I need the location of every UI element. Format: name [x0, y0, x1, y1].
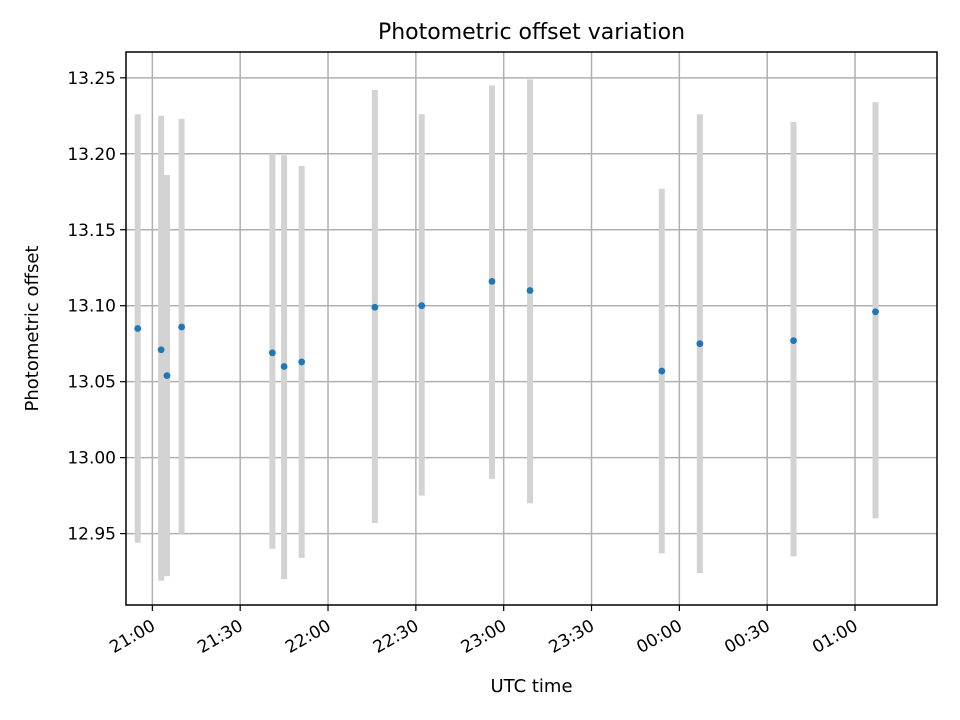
y-tick-label: 12.95 [67, 525, 116, 545]
x-tick-label: 21:30 [194, 616, 246, 658]
x-axis-label: UTC time [490, 676, 572, 697]
data-point [157, 346, 165, 354]
x-tick-label: 22:30 [370, 616, 422, 658]
x-tick-label: 23:30 [546, 616, 598, 658]
y-tick-label: 13.20 [67, 145, 116, 165]
data-point [488, 278, 496, 285]
x-tick-label: 22:00 [282, 616, 334, 658]
x-tick-label: 23:00 [458, 616, 510, 658]
data-point [526, 287, 534, 294]
chart-title: Photometric offset variation [378, 20, 685, 45]
plot-frame [125, 51, 938, 606]
data-points [134, 278, 879, 379]
data-point [418, 302, 426, 310]
y-tick-label: 13.25 [67, 69, 116, 89]
data-point [163, 372, 171, 379]
data-point [268, 349, 276, 357]
y-axis-label: Photometric offset [22, 246, 43, 412]
data-point [298, 358, 306, 366]
data-point [371, 303, 379, 311]
error-bars [134, 79, 879, 581]
y-tick-label: 13.05 [67, 373, 116, 393]
data-point [696, 340, 704, 348]
x-tick-label: 01:00 [809, 616, 861, 658]
y-tick-label: 13.00 [67, 449, 116, 469]
data-point [178, 323, 186, 331]
x-tick-label: 00:00 [633, 616, 685, 658]
data-point [790, 337, 797, 345]
x-tick-label: 21:00 [106, 616, 158, 658]
y-tick-label: 13.15 [67, 221, 116, 241]
data-point [134, 325, 142, 332]
x-tick-label: 00:30 [721, 616, 773, 658]
y-axis-ticks: 12.95 13.00 13.05 13.10 13.15 13.20 13.25 [67, 69, 126, 545]
y-tick-label: 13.10 [67, 297, 116, 317]
data-point [658, 367, 666, 375]
x-axis-ticks: 21:00 21:30 22:00 22:30 23:00 23:30 00:00 00:30… [106, 605, 862, 658]
data-point [872, 308, 879, 316]
data-point [280, 363, 288, 370]
